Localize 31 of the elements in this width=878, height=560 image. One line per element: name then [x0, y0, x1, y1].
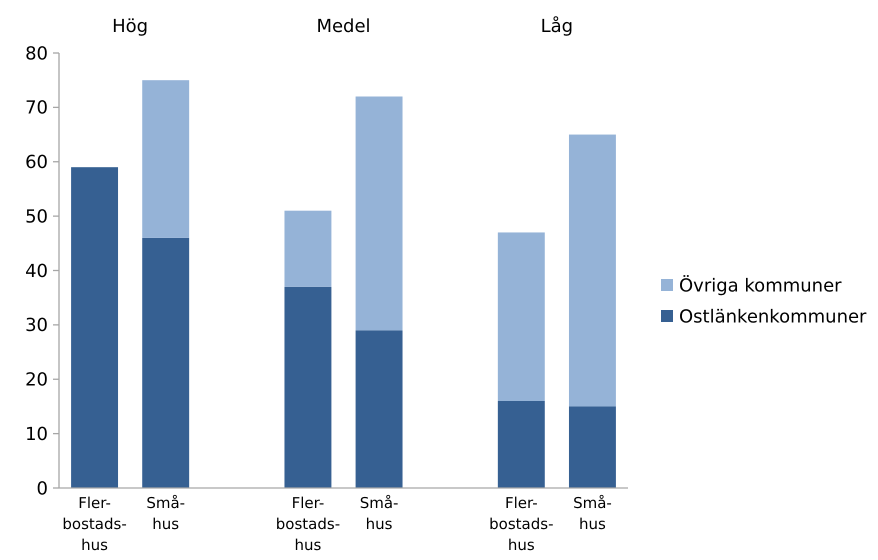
- bar: [284, 286, 332, 488]
- text: Låg: [540, 16, 574, 37]
- bar: [568, 134, 616, 406]
- bar: [284, 210, 332, 287]
- x-tick-label: Små- hus: [573, 494, 612, 533]
- bar: [142, 238, 190, 488]
- y-tick-label: 50: [25, 206, 48, 228]
- bar: [498, 232, 545, 401]
- y-tick-label: 60: [25, 152, 48, 174]
- x-tick-label: Fler- bostads- hus: [62, 494, 127, 554]
- legend-label: Övriga kommuner: [679, 274, 842, 296]
- x-tick-label: Små- hus: [146, 494, 186, 533]
- bar: [356, 330, 403, 488]
- y-tick-label: 70: [25, 98, 48, 119]
- text: Hög: [112, 16, 148, 37]
- x-tick-label: Fler- bostads- hus: [489, 494, 554, 554]
- bar: [356, 96, 403, 330]
- y-tick-label: 20: [25, 370, 48, 391]
- bar: [142, 80, 190, 238]
- text: Medel: [316, 16, 371, 37]
- legend-label: Ostlänkenkommuner: [679, 306, 868, 328]
- y-tick-label: 0: [36, 478, 48, 500]
- y-tick-label: 40: [25, 260, 48, 282]
- y-tick-label: 10: [25, 424, 48, 445]
- bar: [568, 406, 616, 488]
- y-tick-label: 80: [25, 43, 48, 64]
- bar: [498, 401, 545, 488]
- x-tick-label: Små- hus: [360, 494, 398, 533]
- y-tick-label: 30: [25, 315, 48, 336]
- bar: [71, 167, 118, 488]
- x-tick-label: Fler- bostads- hus: [276, 494, 340, 554]
